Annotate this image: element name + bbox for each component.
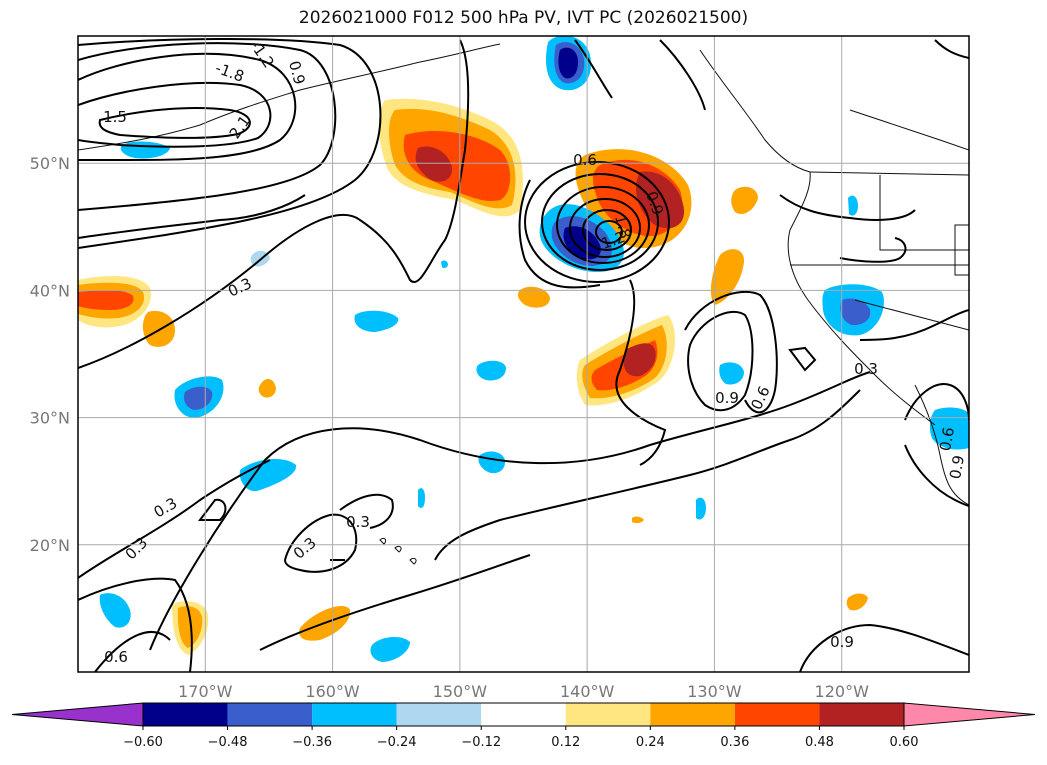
colorbar-outline	[142, 702, 905, 727]
contour-lines	[78, 37, 969, 672]
colorbar-under-arrow	[11, 702, 144, 727]
colorbar: −0.60 −0.48 −0.36 −0.24 −0.12 0.12 0.24 0.36 0.4…	[11, 702, 1036, 750]
lon-label-4: 130°W	[687, 682, 742, 701]
contour-label: 0.9	[715, 389, 739, 407]
plot-frame	[77, 35, 970, 673]
pv-shading	[78, 36, 969, 662]
colorbar-bin-7	[734, 703, 820, 726]
colorbar-bin-8	[819, 703, 904, 726]
colorbar-over-arrow	[903, 702, 1036, 727]
colorbar-bin-6	[650, 703, 735, 726]
lon-label-3: 140°W	[560, 682, 615, 701]
lat-label-2: 30°N	[30, 409, 70, 428]
lat-label-0: 50°N	[30, 154, 70, 173]
contour-label: 0.9	[946, 454, 968, 481]
lat-label-3: 20°N	[30, 536, 70, 555]
colorbar-tick-label-9: 0.60	[890, 735, 919, 750]
contour-label: 0.3	[854, 360, 878, 378]
colorbar-tick-label-8: 0.48	[805, 735, 834, 750]
colorbar-tick-label-4: −0.12	[461, 735, 501, 750]
contour-label: 1.5	[103, 108, 127, 126]
longitude-labels: 170°W 160°W 150°W 140°W 130°W 120°W	[178, 682, 869, 701]
colorbar-tick-label-2: −0.36	[292, 735, 332, 750]
colorbar-bin-2	[312, 703, 397, 726]
contour-label: 0.9	[830, 633, 854, 651]
lon-label-0: 170°W	[178, 682, 233, 701]
contour-label: 0.6	[104, 648, 128, 666]
colorbar-bin-5	[565, 703, 651, 726]
colorbar-bin-0	[143, 703, 228, 726]
colorbar-tick-label-6: 0.24	[636, 735, 665, 750]
contour-label: 0.9	[285, 59, 309, 87]
colorbar-bin-4	[481, 703, 566, 726]
lon-label-2: 150°W	[433, 682, 488, 701]
colorbar-bin-1	[227, 703, 313, 726]
plot-title: 2026021000 F012 500 hPa PV, IVT PC (2026…	[298, 8, 749, 28]
lat-label-1: 40°N	[30, 281, 70, 300]
lon-label-1: 160°W	[305, 682, 360, 701]
colorbar-tick-label-5: 0.12	[551, 735, 580, 750]
colorbar-tick-label-3: −0.24	[377, 735, 417, 750]
graticule	[78, 36, 969, 672]
latitude-labels: 50°N 40°N 30°N 20°N	[30, 154, 70, 555]
contour-label: 0.6	[573, 151, 597, 169]
lon-label-5: 120°W	[815, 682, 870, 701]
contour-label: 1.8	[611, 213, 635, 241]
colorbar-tick-label-1: −0.48	[208, 735, 248, 750]
colorbar-tick-label-7: 0.36	[720, 735, 749, 750]
colorbar-tick-label-0: −0.60	[123, 735, 163, 750]
contour-label: 0.3	[346, 513, 370, 531]
contour-label: 0.6	[936, 426, 958, 453]
plot-area	[78, 36, 969, 672]
colorbar-bin-3	[396, 703, 482, 726]
